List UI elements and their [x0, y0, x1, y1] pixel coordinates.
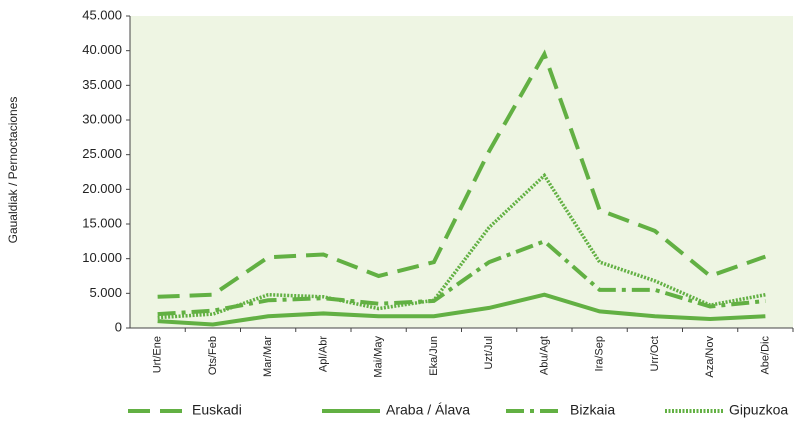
y-tick-label: 20.000: [82, 181, 122, 196]
x-tick-label: Aza/Nov: [704, 336, 716, 378]
series-line: [157, 172, 766, 320]
x-tick-label: Mai/May: [373, 336, 385, 378]
legend-label: Bizkaia: [570, 402, 615, 418]
y-tick-label: 5.000: [89, 285, 122, 300]
y-tick-label: 0: [115, 319, 122, 334]
x-tick-label: Eka/Jun: [428, 336, 440, 376]
y-axis-label: Gaualdiak / Pernoctaciones: [6, 97, 20, 244]
x-tick-label: Apl/Abr: [317, 336, 329, 372]
y-tick-label: 25.000: [82, 146, 122, 161]
plot-area: [130, 16, 793, 328]
series-line: [157, 292, 766, 327]
x-tick-label: Mar/Mar: [262, 336, 274, 377]
y-tick-label: 40.000: [82, 42, 122, 57]
y-tick-label: 15.000: [82, 215, 122, 230]
x-tick-label: Urt/Ene: [152, 336, 164, 373]
x-tick-label: Abu/Agt: [538, 336, 550, 375]
legend-label: Gipuzkoa: [729, 402, 788, 418]
y-tick-label: 45.000: [82, 7, 122, 22]
series-line: [157, 49, 767, 299]
series-line: [157, 239, 766, 317]
y-tick-label: 35.000: [82, 77, 122, 92]
x-tick-label: Abe/Dic: [759, 336, 771, 375]
x-tick-label: Uzt/Jul: [483, 336, 495, 370]
x-tick-label: Urr/Oct: [649, 336, 661, 371]
y-tick-label: 30.000: [82, 111, 122, 126]
x-tick-label: Ira/Sep: [594, 336, 606, 371]
x-tick-label: Ots/Feb: [207, 336, 219, 375]
legend-label: Araba / Álava: [386, 402, 470, 418]
y-tick-label: 10.000: [82, 250, 122, 265]
legend-label: Euskadi: [192, 402, 242, 418]
